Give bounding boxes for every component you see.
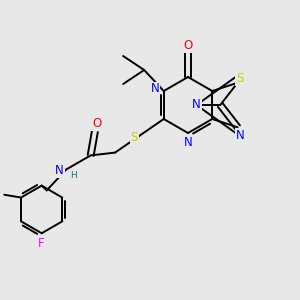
Text: N: N — [192, 98, 201, 112]
Text: O: O — [183, 39, 193, 52]
Text: N: N — [150, 82, 159, 95]
Text: N: N — [55, 164, 64, 177]
Text: N: N — [184, 136, 192, 148]
Text: N: N — [236, 129, 245, 142]
Text: H: H — [70, 171, 77, 180]
Text: S: S — [236, 72, 243, 85]
Text: S: S — [131, 131, 138, 144]
Text: O: O — [92, 117, 101, 130]
Text: F: F — [38, 237, 45, 250]
